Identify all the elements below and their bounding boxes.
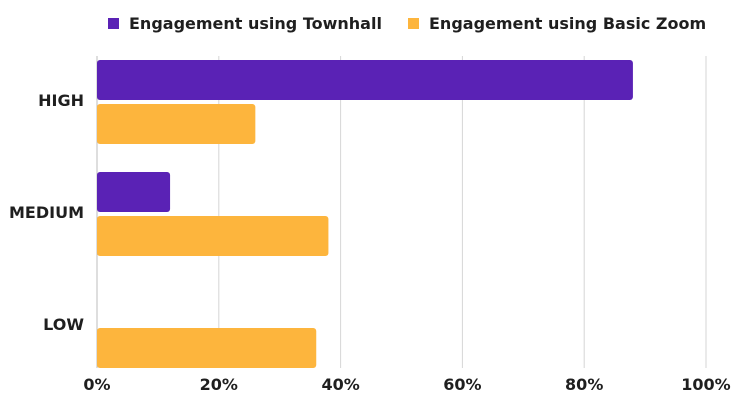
category-label-medium: MEDIUM (9, 203, 84, 222)
legend-label-basic-zoom: Engagement using Basic Zoom (429, 14, 707, 33)
legend: Engagement using Townhall Engagement usi… (0, 14, 748, 38)
legend-swatch-townhall (108, 18, 119, 29)
gridlines (96, 56, 707, 368)
legend-swatch-basic-zoom (408, 18, 419, 29)
bar-low-series-1 (97, 328, 317, 368)
tick-label-0: 0% (83, 375, 110, 394)
category-label-low: LOW (43, 315, 84, 334)
bar-medium-series-1 (97, 216, 329, 256)
category-label-high: HIGH (38, 91, 84, 110)
category-labels: HIGH MEDIUM LOW (9, 91, 84, 334)
tick-label-5: 100% (681, 375, 730, 394)
legend-item-townhall: Engagement using Townhall (108, 14, 382, 33)
tick-labels: 0% 20% 40% 60% 80% 100% (83, 375, 730, 394)
bar-medium-series-0 (97, 172, 171, 212)
bars (97, 60, 633, 368)
legend-item-basic-zoom: Engagement using Basic Zoom (408, 14, 706, 33)
tick-label-1: 20% (200, 375, 238, 394)
tick-label-3: 60% (443, 375, 481, 394)
bar-high-series-0 (97, 60, 633, 100)
tick-label-4: 80% (565, 375, 603, 394)
tick-label-2: 40% (321, 375, 359, 394)
bar-high-series-1 (97, 104, 256, 144)
legend-label-townhall: Engagement using Townhall (129, 14, 382, 33)
